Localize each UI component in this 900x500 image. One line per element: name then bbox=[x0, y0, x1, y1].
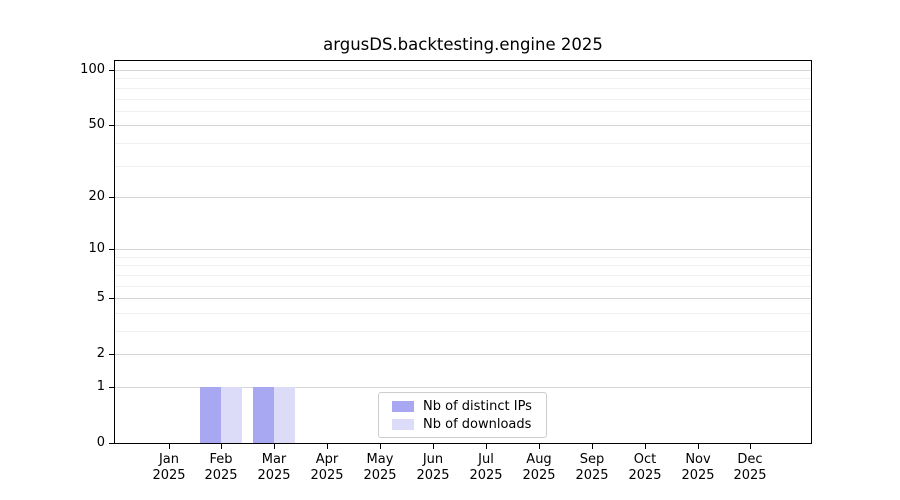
gridline-major bbox=[115, 354, 811, 355]
x-axis-tick-label: Feb2025 bbox=[194, 452, 248, 483]
gridline-minor bbox=[115, 257, 811, 258]
x-tick-year: 2025 bbox=[406, 468, 460, 484]
x-axis-tick bbox=[169, 444, 170, 449]
y-axis-tick-label: 50 bbox=[0, 117, 105, 133]
x-axis-tick bbox=[539, 444, 540, 449]
x-tick-month: Dec bbox=[723, 452, 777, 468]
x-tick-month: Jan bbox=[142, 452, 196, 468]
legend-item-downloads: Nb of downloads bbox=[392, 417, 546, 432]
chart-title: argusDS.backtesting.engine 2025 bbox=[115, 35, 811, 54]
y-axis-tick-label: 0 bbox=[0, 435, 105, 451]
x-tick-year: 2025 bbox=[459, 468, 513, 484]
gridline-major bbox=[115, 298, 811, 299]
x-tick-month: Feb bbox=[194, 452, 248, 468]
x-axis-tick-label: Jan2025 bbox=[142, 452, 196, 483]
bar-downloads-mar bbox=[274, 387, 295, 443]
x-tick-year: 2025 bbox=[565, 468, 619, 484]
y-axis-tick bbox=[109, 125, 114, 126]
x-tick-year: 2025 bbox=[671, 468, 725, 484]
x-axis-tick-label: May2025 bbox=[353, 452, 407, 483]
y-axis-tick bbox=[109, 298, 114, 299]
legend-label-distinct-ips: Nb of distinct IPs bbox=[423, 399, 532, 414]
x-axis-tick bbox=[327, 444, 328, 449]
plot-area bbox=[114, 60, 812, 444]
x-tick-year: 2025 bbox=[247, 468, 301, 484]
gridline-minor bbox=[115, 88, 811, 89]
x-tick-month: Oct bbox=[618, 452, 672, 468]
x-axis-tick bbox=[645, 444, 646, 449]
gridline-minor bbox=[115, 78, 811, 79]
gridline-minor bbox=[115, 166, 811, 167]
gridline-minor bbox=[115, 265, 811, 266]
x-tick-year: 2025 bbox=[618, 468, 672, 484]
gridline-minor bbox=[115, 286, 811, 287]
x-tick-year: 2025 bbox=[723, 468, 777, 484]
x-axis-tick-label: Nov2025 bbox=[671, 452, 725, 483]
gridline-major bbox=[115, 197, 811, 198]
legend-item-distinct-ips: Nb of distinct IPs bbox=[392, 399, 546, 414]
x-axis-tick bbox=[750, 444, 751, 449]
y-axis-tick-label: 2 bbox=[0, 346, 105, 362]
x-tick-month: Sep bbox=[565, 452, 619, 468]
legend-swatch-distinct-ips bbox=[392, 401, 414, 412]
x-axis-tick bbox=[592, 444, 593, 449]
y-axis-tick bbox=[109, 249, 114, 250]
gridline-major bbox=[115, 249, 811, 250]
x-axis-tick-label: Apr2025 bbox=[300, 452, 354, 483]
y-axis-tick bbox=[109, 387, 114, 388]
bar-distinct-ips-mar bbox=[253, 387, 274, 443]
y-axis-tick-label: 5 bbox=[0, 290, 105, 306]
gridline-minor bbox=[115, 331, 811, 332]
gridline-minor bbox=[115, 313, 811, 314]
x-tick-year: 2025 bbox=[194, 468, 248, 484]
x-axis-tick bbox=[486, 444, 487, 449]
y-axis-tick-label: 10 bbox=[0, 241, 105, 257]
x-tick-month: Jun bbox=[406, 452, 460, 468]
y-axis-tick bbox=[109, 443, 114, 444]
y-axis-tick-label: 100 bbox=[0, 62, 105, 78]
x-tick-year: 2025 bbox=[300, 468, 354, 484]
gridline-major bbox=[115, 70, 811, 71]
x-tick-year: 2025 bbox=[353, 468, 407, 484]
y-axis-tick bbox=[109, 197, 114, 198]
x-tick-month: Mar bbox=[247, 452, 301, 468]
x-axis-tick-label: Jul2025 bbox=[459, 452, 513, 483]
x-axis-tick bbox=[698, 444, 699, 449]
x-axis-tick bbox=[380, 444, 381, 449]
x-axis-tick-label: Jun2025 bbox=[406, 452, 460, 483]
x-tick-year: 2025 bbox=[142, 468, 196, 484]
x-axis-tick-label: Dec2025 bbox=[723, 452, 777, 483]
bar-distinct-ips-feb bbox=[200, 387, 221, 443]
x-tick-month: Jul bbox=[459, 452, 513, 468]
x-axis-tick-label: Aug2025 bbox=[512, 452, 566, 483]
x-tick-month: Nov bbox=[671, 452, 725, 468]
x-axis-tick-label: Mar2025 bbox=[247, 452, 301, 483]
gridline-minor bbox=[115, 99, 811, 100]
x-tick-year: 2025 bbox=[512, 468, 566, 484]
y-axis-tick-label: 20 bbox=[0, 189, 105, 205]
legend: Nb of distinct IPs Nb of downloads bbox=[378, 392, 547, 438]
y-axis-tick bbox=[109, 70, 114, 71]
x-axis-tick bbox=[433, 444, 434, 449]
gridline-minor bbox=[115, 111, 811, 112]
y-axis-tick-label: 1 bbox=[0, 379, 105, 395]
x-tick-month: Aug bbox=[512, 452, 566, 468]
gridline-minor bbox=[115, 275, 811, 276]
bar-downloads-feb bbox=[221, 387, 242, 443]
x-axis-tick bbox=[221, 444, 222, 449]
x-axis-tick-label: Sep2025 bbox=[565, 452, 619, 483]
x-axis-tick-label: Oct2025 bbox=[618, 452, 672, 483]
x-tick-month: May bbox=[353, 452, 407, 468]
chart-figure: argusDS.backtesting.engine 2025 Nb of di… bbox=[0, 0, 900, 500]
legend-swatch-downloads bbox=[392, 419, 414, 430]
x-tick-month: Apr bbox=[300, 452, 354, 468]
gridline-minor bbox=[115, 143, 811, 144]
gridline-major bbox=[115, 125, 811, 126]
legend-label-downloads: Nb of downloads bbox=[423, 417, 531, 432]
x-axis-tick bbox=[274, 444, 275, 449]
y-axis-tick bbox=[109, 354, 114, 355]
